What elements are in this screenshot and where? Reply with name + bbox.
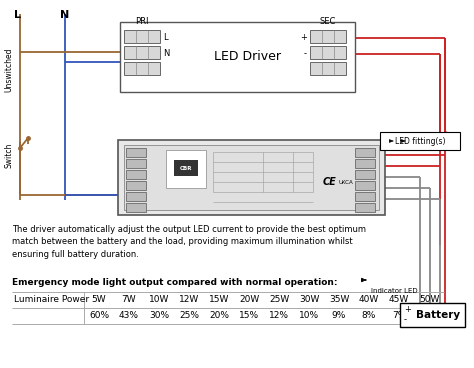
Text: 8%: 8% xyxy=(362,311,376,321)
Bar xyxy=(166,150,206,188)
Text: The driver automatically adjust the output LED current to provide the best optim: The driver automatically adjust the outp… xyxy=(12,225,366,259)
Text: Battery: Battery xyxy=(416,310,460,320)
Bar xyxy=(126,181,146,190)
Text: 6%: 6% xyxy=(422,311,436,321)
Text: 35W: 35W xyxy=(329,296,349,304)
Text: Indicator LED: Indicator LED xyxy=(371,288,418,294)
Text: 43%: 43% xyxy=(119,311,139,321)
Text: -: - xyxy=(304,50,307,59)
Text: 5W: 5W xyxy=(91,296,106,304)
Text: Luminaire Power: Luminaire Power xyxy=(14,296,89,304)
Text: 50W: 50W xyxy=(419,296,439,304)
Bar xyxy=(124,62,160,75)
Text: 30W: 30W xyxy=(299,296,319,304)
Bar xyxy=(355,170,375,179)
Text: 25W: 25W xyxy=(269,296,289,304)
Text: 15W: 15W xyxy=(209,296,229,304)
Text: 45W: 45W xyxy=(389,296,409,304)
Bar xyxy=(174,160,198,176)
Bar xyxy=(118,140,385,215)
Text: LED Driver: LED Driver xyxy=(214,50,281,64)
Text: +: + xyxy=(404,305,411,315)
Text: 25%: 25% xyxy=(179,311,199,321)
Bar xyxy=(380,132,460,150)
Text: 9%: 9% xyxy=(332,311,346,321)
Text: LED fitting(s): LED fitting(s) xyxy=(395,137,445,145)
Bar xyxy=(120,22,355,92)
Text: +: + xyxy=(300,33,307,42)
Bar xyxy=(310,30,346,43)
Text: 40W: 40W xyxy=(359,296,379,304)
Bar xyxy=(126,192,146,201)
Text: SEC: SEC xyxy=(320,17,336,26)
Text: Emergency mode light output compared with normal operation:: Emergency mode light output compared wit… xyxy=(12,278,337,287)
Text: N: N xyxy=(60,10,69,20)
Bar xyxy=(310,62,346,75)
Text: 15%: 15% xyxy=(239,311,259,321)
Bar xyxy=(126,170,146,179)
Bar xyxy=(355,159,375,168)
Text: 10W: 10W xyxy=(149,296,169,304)
Text: 12%: 12% xyxy=(269,311,289,321)
Bar xyxy=(124,145,379,210)
Text: 12W: 12W xyxy=(179,296,199,304)
Text: Switch: Switch xyxy=(4,142,13,168)
Bar xyxy=(355,181,375,190)
Text: 20W: 20W xyxy=(239,296,259,304)
Bar xyxy=(310,46,346,59)
Text: PRI: PRI xyxy=(135,17,149,26)
Text: 30%: 30% xyxy=(149,311,169,321)
Text: L: L xyxy=(14,10,21,20)
Bar xyxy=(126,148,146,157)
Text: CBR: CBR xyxy=(180,166,192,171)
Text: 7%: 7% xyxy=(392,311,406,321)
Text: 7W: 7W xyxy=(122,296,137,304)
Text: UKCA: UKCA xyxy=(339,180,354,184)
Text: -: - xyxy=(404,315,407,325)
Text: 60%: 60% xyxy=(89,311,109,321)
Bar xyxy=(124,30,160,43)
Text: CE: CE xyxy=(323,177,337,187)
Bar xyxy=(355,148,375,157)
Text: Unswitched: Unswitched xyxy=(4,48,13,92)
Text: 20%: 20% xyxy=(209,311,229,321)
Text: N: N xyxy=(163,50,169,59)
Bar xyxy=(355,203,375,212)
Text: 10%: 10% xyxy=(299,311,319,321)
Bar xyxy=(126,203,146,212)
Bar xyxy=(124,46,160,59)
Bar xyxy=(400,303,465,327)
Bar xyxy=(126,159,146,168)
Bar xyxy=(355,192,375,201)
Text: L: L xyxy=(163,33,168,42)
